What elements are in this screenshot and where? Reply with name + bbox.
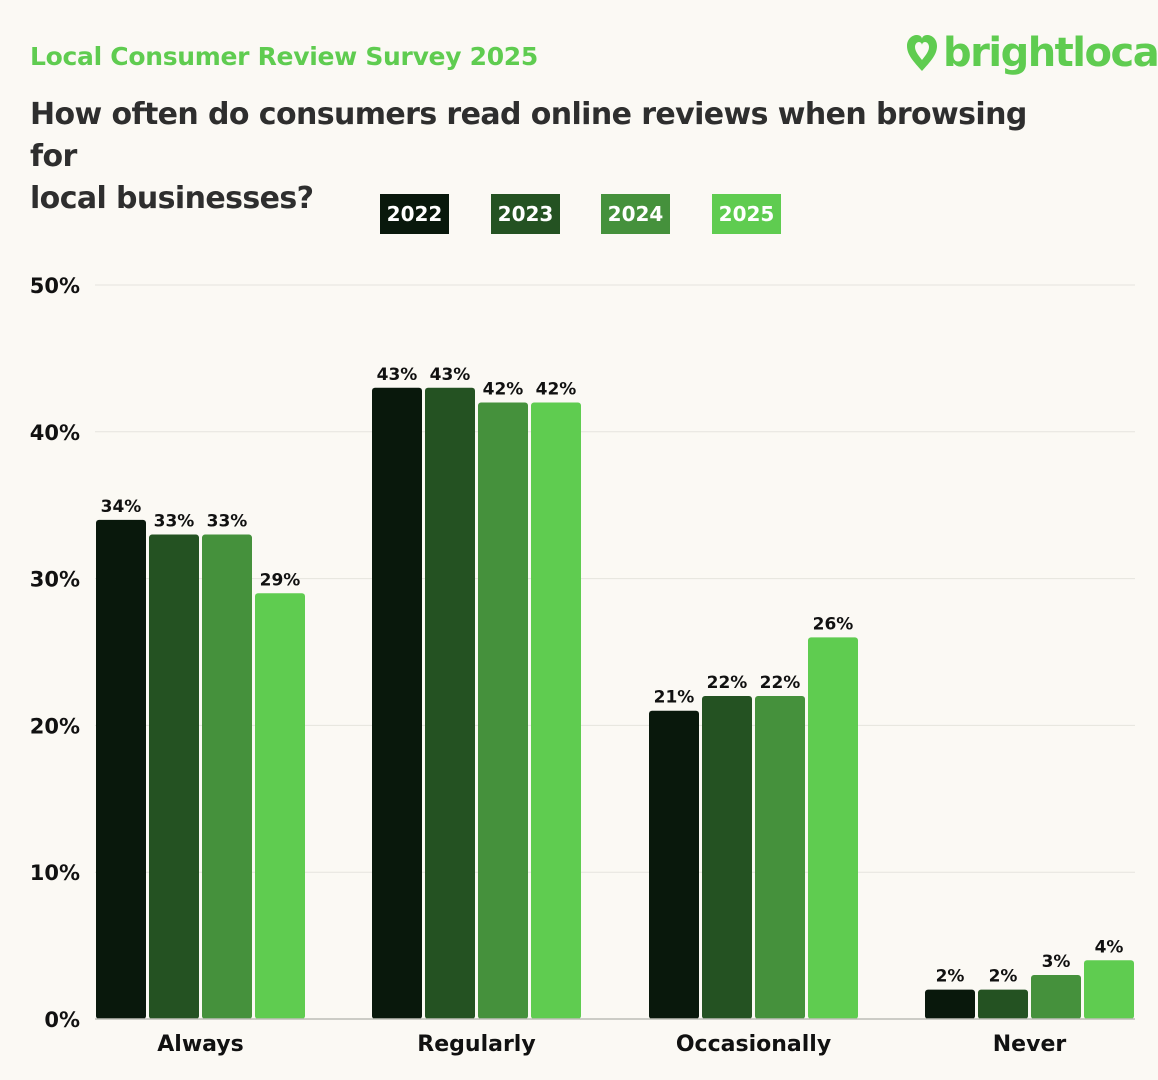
bar-2025-1 — [531, 402, 581, 1019]
data-label: 2% — [989, 967, 1018, 987]
bar-2024-1 — [478, 402, 528, 1019]
data-label: 43% — [430, 365, 471, 385]
data-label: 34% — [101, 497, 142, 517]
bar-2023-2 — [702, 696, 752, 1019]
brand-logo: brightlocal — [905, 30, 1158, 76]
bar-2024-3 — [1031, 974, 1081, 1019]
category-label: Occasionally — [676, 1032, 831, 1057]
data-label: 21% — [654, 688, 695, 708]
bar-2024-0 — [202, 534, 252, 1019]
data-label: 4% — [1095, 937, 1124, 957]
bar-2022-2 — [649, 710, 699, 1019]
data-label: 26% — [813, 614, 854, 634]
data-label: 3% — [1042, 952, 1071, 972]
bar-2022-0 — [96, 519, 146, 1019]
data-label: 22% — [707, 673, 748, 693]
legend-item-2025: 2025 — [712, 194, 781, 234]
category-label: Regularly — [417, 1032, 535, 1057]
bar-2022-3 — [925, 989, 975, 1019]
bar-2025-3 — [1084, 960, 1134, 1019]
bar-2022-1 — [372, 387, 422, 1019]
chart-question: How often do consumers read online revie… — [30, 94, 1030, 220]
legend-item-2022: 2022 — [380, 194, 449, 234]
y-tick-label: 40% — [30, 421, 80, 445]
legend-item-2024: 2024 — [601, 194, 670, 234]
y-tick-label: 0% — [44, 1008, 80, 1032]
y-tick-label: 30% — [30, 568, 80, 592]
y-tick-label: 20% — [30, 714, 80, 738]
survey-title: Local Consumer Review Survey 2025 — [30, 42, 538, 71]
data-label: 42% — [536, 379, 577, 399]
legend-item-2023: 2023 — [491, 194, 560, 234]
data-label: 33% — [154, 512, 195, 532]
bar-2023-1 — [425, 387, 475, 1019]
data-label: 42% — [483, 379, 524, 399]
category-label: Never — [993, 1032, 1067, 1057]
category-label: Always — [157, 1032, 244, 1057]
data-label: 43% — [377, 365, 418, 385]
bar-2023-3 — [978, 989, 1028, 1019]
data-label: 22% — [760, 673, 801, 693]
brand-name: brightlocal — [943, 30, 1158, 76]
y-tick-label: 50% — [30, 274, 80, 298]
bar-2025-2 — [808, 637, 858, 1019]
data-label: 2% — [936, 967, 965, 987]
question-line-2: local businesses? — [30, 181, 314, 216]
bar-2025-0 — [255, 593, 305, 1019]
bar-2024-2 — [755, 696, 805, 1019]
bar-2023-0 — [149, 534, 199, 1019]
data-label: 29% — [260, 570, 301, 590]
y-tick-label: 10% — [30, 861, 80, 885]
data-label: 33% — [207, 512, 248, 532]
location-heart-icon — [907, 35, 937, 71]
question-line-1: How often do consumers read online revie… — [30, 97, 1027, 174]
